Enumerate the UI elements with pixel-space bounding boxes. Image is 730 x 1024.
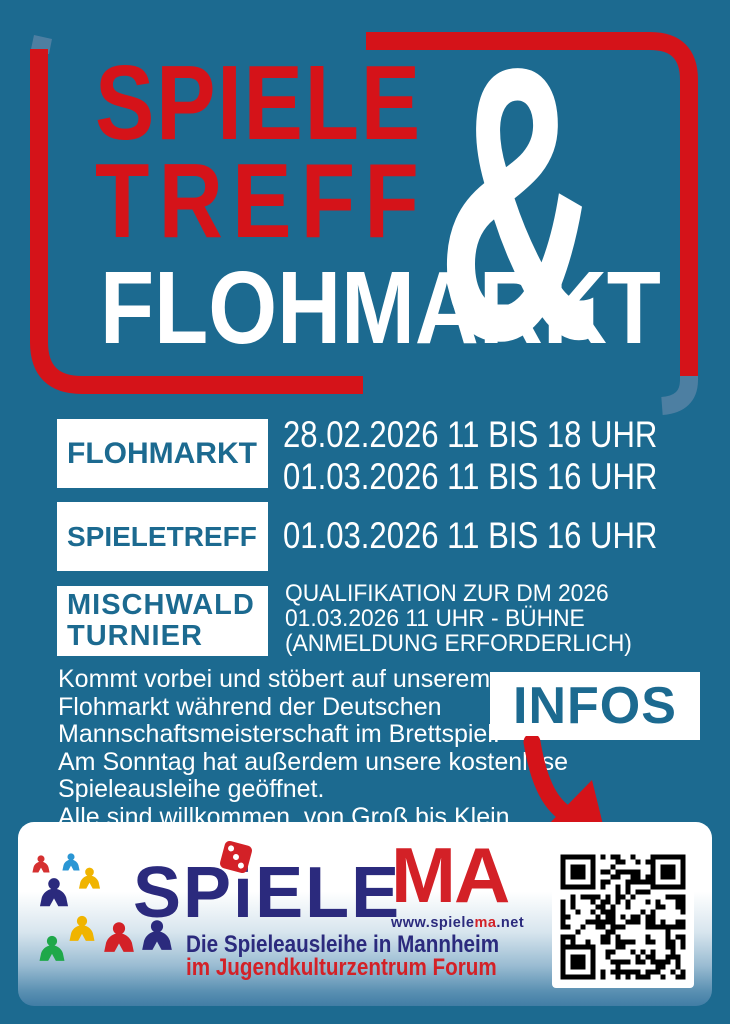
brand-ma-text: MA bbox=[391, 831, 510, 919]
info-line: QUALIFIKATION ZUR DM 2026 bbox=[285, 580, 609, 607]
info-line: (ANMELDUNG ERFORDERLICH) bbox=[285, 630, 632, 657]
brand-tagline: Die Spieleausleihe in Mannheim bbox=[186, 931, 500, 958]
schedule-dates-flohmarkt: 28.02.2026 11 BIS 18 UHR 01.03.2026 11 B… bbox=[283, 414, 657, 498]
url-prefix: www.spiele bbox=[391, 915, 475, 931]
description-line: Spieleausleihe geöffnet. bbox=[58, 775, 325, 803]
url-mid: ma bbox=[474, 915, 497, 931]
info-line: 01.03.2026 11 UHR - BÜHNE bbox=[285, 605, 585, 632]
brand-spiele-text: SPiELE bbox=[133, 857, 401, 929]
description-line: Flohmarkt während der Deutschen bbox=[58, 692, 442, 721]
description-line: Am Sonntag hat außerdem unsere kostenlos… bbox=[58, 747, 569, 776]
infos-label: INFOS bbox=[513, 677, 677, 735]
date-line: 01.03.2026 11 BIS 16 UHR bbox=[283, 456, 658, 497]
frame-cap-top-left bbox=[30, 35, 52, 54]
brand-location: im Jugendkulturzentrum Forum bbox=[186, 954, 497, 981]
schedule-label-flohmarkt: FLOHMARKT bbox=[57, 419, 268, 488]
date-line: 01.03.2026 11 BIS 16 UHR bbox=[283, 515, 658, 556]
description-line: Kommt vorbei und stöbert auf unserem bbox=[58, 665, 491, 693]
brand-sp: SP bbox=[133, 853, 234, 933]
title-spiele: SPIELE bbox=[95, 44, 422, 162]
dice-pip bbox=[227, 844, 235, 853]
schedule-label-text: SPIELETREFF bbox=[67, 520, 257, 552]
schedule-label-text: MISCHWALD bbox=[67, 589, 255, 621]
qr-code bbox=[552, 846, 694, 988]
schedule-dates-spieletreff: 01.03.2026 11 BIS 16 UHR bbox=[283, 517, 657, 554]
url-suffix: .net bbox=[496, 915, 525, 931]
title-flohmarkt: FLOHMARKT bbox=[100, 250, 661, 365]
dice-pip bbox=[232, 853, 240, 861]
description-line: Mannschaftsmeisterschaft im Brettspiel. bbox=[58, 720, 500, 748]
brand-i: i bbox=[233, 853, 256, 933]
frame-cap-bottom-right bbox=[660, 368, 698, 415]
date-line: 28.02.2026 11 BIS 18 UHR bbox=[283, 414, 658, 455]
brand-url: www.spielema.net bbox=[391, 916, 524, 931]
schedule-label-spieletreff: SPIELETREFF bbox=[57, 502, 268, 571]
brand-ele: ELE bbox=[255, 853, 402, 933]
infos-box: INFOS bbox=[490, 672, 700, 740]
schedule-info-turnier: QUALIFIKATION ZUR DM 2026 01.03.2026 11 … bbox=[285, 581, 632, 656]
title-treff: TREFF bbox=[95, 142, 429, 260]
schedule-label-turnier: MISCHWALD TURNIER bbox=[57, 586, 268, 656]
schedule-label-text: FLOHMARKT bbox=[67, 436, 257, 470]
title-ampersand: & bbox=[437, 0, 601, 421]
schedule-label-text: TURNIER bbox=[67, 620, 203, 652]
dice-pip bbox=[237, 861, 245, 870]
